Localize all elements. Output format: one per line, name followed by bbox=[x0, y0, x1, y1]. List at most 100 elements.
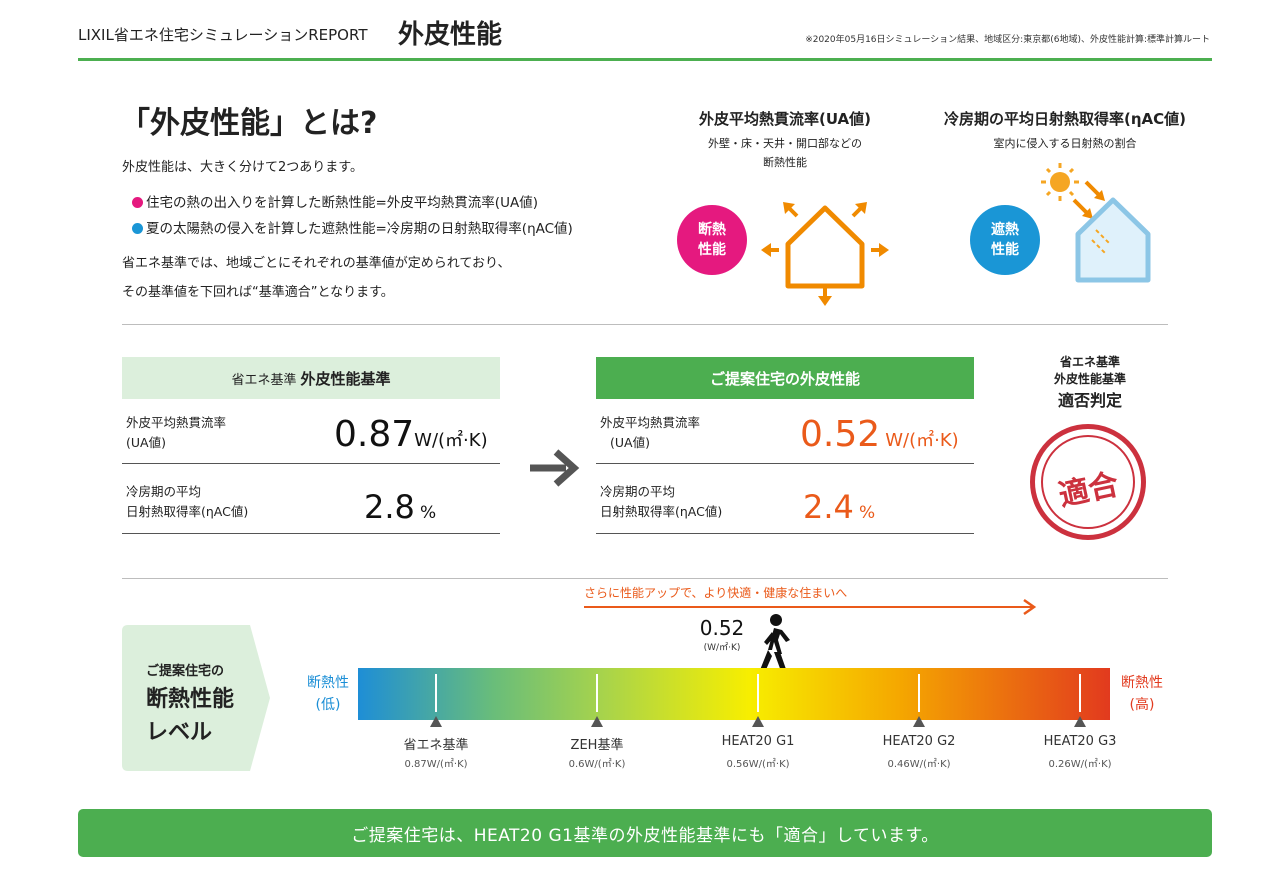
right-arrow-icon bbox=[530, 449, 580, 487]
bullet-text: 夏の太陽熱の侵入を計算した遮熱性能=冷房期の日射熱取得率(ηAC値) bbox=[146, 221, 573, 237]
level-mark-value: 0.6W/(㎡·K) bbox=[568, 759, 626, 770]
triangle-marker-icon bbox=[913, 716, 925, 727]
level-tick bbox=[918, 674, 920, 712]
pink-dot-icon bbox=[132, 197, 143, 208]
judgement-line-1: 省エネ基準 bbox=[1059, 355, 1120, 369]
section-divider bbox=[122, 578, 1168, 579]
level-mark-name: HEAT20 G1 bbox=[721, 734, 795, 749]
proposal-eta-unit: % bbox=[858, 503, 876, 523]
judgement-line-3: 適否判定 bbox=[1057, 391, 1122, 410]
shading-badge: 遮熱 性能 bbox=[970, 205, 1040, 275]
badge-line: 性能 bbox=[991, 242, 1019, 258]
standard-header-small: 省エネ基準 bbox=[231, 372, 297, 388]
badge-line: 断熱 bbox=[698, 222, 726, 238]
label-line: 日射熱取得率(ηAC値) bbox=[600, 504, 723, 519]
label-line: 日射熱取得率(ηAC値) bbox=[126, 504, 249, 519]
triangle-marker-icon bbox=[430, 716, 442, 727]
report-name: LIXIL省エネ住宅シミュレーションREPORT bbox=[78, 26, 368, 44]
standard-ua-unit: W/(㎡·K) bbox=[414, 430, 488, 451]
standard-ua-label: 外皮平均熱貫流率 (UA値) bbox=[126, 413, 226, 453]
high-insulation-label: 断熱性 (高) bbox=[1114, 672, 1170, 716]
row-divider bbox=[122, 533, 500, 534]
triangle-marker-icon bbox=[1074, 716, 1086, 727]
low-label-line-2: (低) bbox=[315, 697, 341, 713]
label-line: 冷房期の平均 bbox=[126, 484, 202, 499]
bullet-text: 住宅の熱の出入りを計算した断熱性能=外皮平均熱貫流率(UA値) bbox=[146, 195, 538, 211]
level-mark-name: HEAT20 G3 bbox=[1043, 734, 1117, 749]
level-mark-value: 0.26W/(㎡·K) bbox=[1048, 759, 1112, 770]
standard-header-big: 外皮性能基準 bbox=[300, 369, 391, 388]
intro-title: 「外皮性能」とは? bbox=[120, 106, 378, 141]
level-mark-name: HEAT20 G2 bbox=[882, 734, 956, 749]
label-line: (UA値) bbox=[126, 435, 166, 450]
ua-concept-sub-1: 外壁・床・天井・開口部などの bbox=[708, 137, 862, 150]
page-title: 外皮性能 bbox=[398, 20, 503, 50]
standard-eta-value-group: 2.8 % bbox=[364, 488, 436, 526]
proposal-eta-value-group: 2.4 % bbox=[803, 488, 875, 526]
bullet-shading: 夏の太陽熱の侵入を計算した遮熱性能=冷房期の日射熱取得率(ηAC値) bbox=[132, 217, 573, 237]
standard-header: 省エネ基準 外皮性能基準 bbox=[122, 357, 500, 399]
judgement-heading: 省エネ基準 外皮性能基準 適否判定 bbox=[1020, 354, 1160, 414]
level-box-line-1: ご提案住宅の bbox=[146, 664, 225, 679]
improve-arrow-icon bbox=[584, 598, 1037, 616]
conformity-stamp: 適合 bbox=[1030, 424, 1146, 540]
level-label-box bbox=[122, 625, 270, 771]
proposal-ua-label: 外皮平均熱貫流率 (UA値) bbox=[600, 413, 700, 453]
insulation-level-gradient-bar bbox=[358, 668, 1110, 720]
intro-paragraph-2: その基準値を下回れば“基準適合”となります。 bbox=[122, 285, 394, 300]
label-line: (UA値) bbox=[610, 435, 650, 450]
conclusion-banner: ご提案住宅は、HEAT20 G1基準の外皮性能基準にも「適合」しています。 bbox=[78, 809, 1212, 857]
row-divider bbox=[596, 463, 974, 464]
label-line: 外皮平均熱貫流率 bbox=[600, 415, 701, 430]
level-box-line-3: レベル bbox=[146, 720, 213, 745]
high-label-line-1: 断熱性 bbox=[1121, 675, 1163, 691]
level-mark-value: 0.56W/(㎡·K) bbox=[726, 759, 790, 770]
blue-dot-icon bbox=[132, 223, 143, 234]
level-tick bbox=[596, 674, 598, 712]
level-tick bbox=[757, 674, 759, 712]
stamp-inner-ring bbox=[1041, 435, 1135, 529]
house-sun-icon bbox=[1041, 163, 1151, 283]
level-tick bbox=[435, 674, 437, 712]
level-mark-name: ZEH基準 bbox=[570, 738, 624, 753]
standard-eta-label: 冷房期の平均 日射熱取得率(ηAC値) bbox=[126, 482, 248, 522]
standard-eta-unit: % bbox=[419, 503, 437, 523]
ua-concept-title: 外皮平均熱貫流率(UA値) bbox=[698, 110, 872, 128]
badge-line: 性能 bbox=[698, 242, 726, 258]
section-divider bbox=[122, 324, 1168, 325]
badge-line: 遮熱 bbox=[991, 222, 1019, 238]
low-label-line-1: 断熱性 bbox=[307, 675, 349, 691]
proposal-ua-unit: W/(㎡·K) bbox=[885, 430, 959, 451]
intro-lead: 外皮性能は、大きく分けて2つあります。 bbox=[122, 160, 363, 175]
high-label-line-2: (高) bbox=[1129, 697, 1155, 713]
proposal-header: ご提案住宅の外皮性能 bbox=[596, 357, 974, 399]
current-unit: (W/㎡·K) bbox=[703, 643, 741, 653]
eta-concept-title: 冷房期の平均日射熱取得率(ηAC値) bbox=[943, 110, 1186, 128]
proposal-eta-value: 2.4 bbox=[803, 488, 854, 526]
intro-paragraph-1: 省エネ基準では、地域ごとにそれぞれの基準値が定められており、 bbox=[122, 256, 511, 271]
bullet-insulation: 住宅の熱の出入りを計算した断熱性能=外皮平均熱貫流率(UA値) bbox=[132, 191, 538, 211]
ua-concept-sub-2: 断熱性能 bbox=[763, 156, 807, 169]
level-mark-name: 省エネ基準 bbox=[403, 738, 469, 753]
improve-text: さらに性能アップで、より快適・健康な住まいへ bbox=[584, 586, 848, 600]
simulation-note: ※2020年05月16日シミュレーション結果、地域区分:東京都(6地域)、外皮性… bbox=[805, 35, 1210, 45]
current-value-marker: 0.52 (W/㎡·K) bbox=[690, 616, 754, 653]
current-value: 0.52 bbox=[699, 616, 745, 640]
row-divider bbox=[122, 463, 500, 464]
triangle-marker-icon bbox=[752, 716, 764, 727]
walking-person-icon bbox=[760, 614, 790, 674]
standard-eta-value: 2.8 bbox=[364, 488, 415, 526]
level-tick bbox=[1079, 674, 1081, 712]
label-line: 外皮平均熱貫流率 bbox=[126, 415, 227, 430]
level-mark-value: 0.46W/(㎡·K) bbox=[887, 759, 951, 770]
level-box-line-2: 断熱性能 bbox=[146, 687, 235, 712]
judgement-line-2: 外皮性能基準 bbox=[1053, 372, 1126, 386]
proposal-ua-value: 0.52 bbox=[800, 414, 881, 455]
header-divider bbox=[78, 58, 1212, 61]
insulation-badge: 断熱 性能 bbox=[677, 205, 747, 275]
proposal-ua-value-group: 0.52 W/(㎡·K) bbox=[800, 414, 959, 455]
level-mark-value: 0.87W/(㎡·K) bbox=[404, 759, 468, 770]
triangle-marker-icon bbox=[591, 716, 603, 727]
standard-ua-value: 0.87 bbox=[334, 414, 415, 455]
house-heat-flow-icon bbox=[761, 202, 889, 306]
